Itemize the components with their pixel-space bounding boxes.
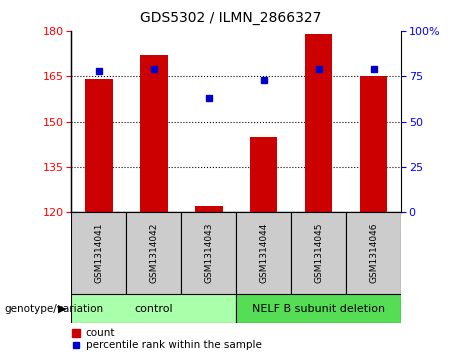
Bar [195,206,223,212]
Text: GDS5302 / ILMN_2866327: GDS5302 / ILMN_2866327 [140,11,321,25]
Text: control: control [135,303,173,314]
Text: ▶: ▶ [59,303,67,314]
Legend: count, percentile rank within the sample: count, percentile rank within the sample [72,328,261,350]
Bar [291,212,346,294]
Bar [71,212,126,294]
Bar [236,294,401,323]
Bar [305,34,332,212]
Text: genotype/variation: genotype/variation [5,303,104,314]
Bar [346,212,401,294]
Text: GSM1314044: GSM1314044 [259,223,268,284]
Text: GSM1314045: GSM1314045 [314,223,323,284]
Bar [360,76,387,212]
Bar [126,212,181,294]
Bar [85,79,112,212]
Bar [140,55,168,212]
Bar [236,212,291,294]
Bar [250,137,278,212]
Bar [71,294,236,323]
Text: GSM1314046: GSM1314046 [369,223,378,284]
Text: GSM1314041: GSM1314041 [95,223,103,284]
Text: NELF B subunit deletion: NELF B subunit deletion [252,303,385,314]
Text: GSM1314042: GSM1314042 [149,223,159,284]
Text: GSM1314043: GSM1314043 [204,223,213,284]
Bar [181,212,236,294]
